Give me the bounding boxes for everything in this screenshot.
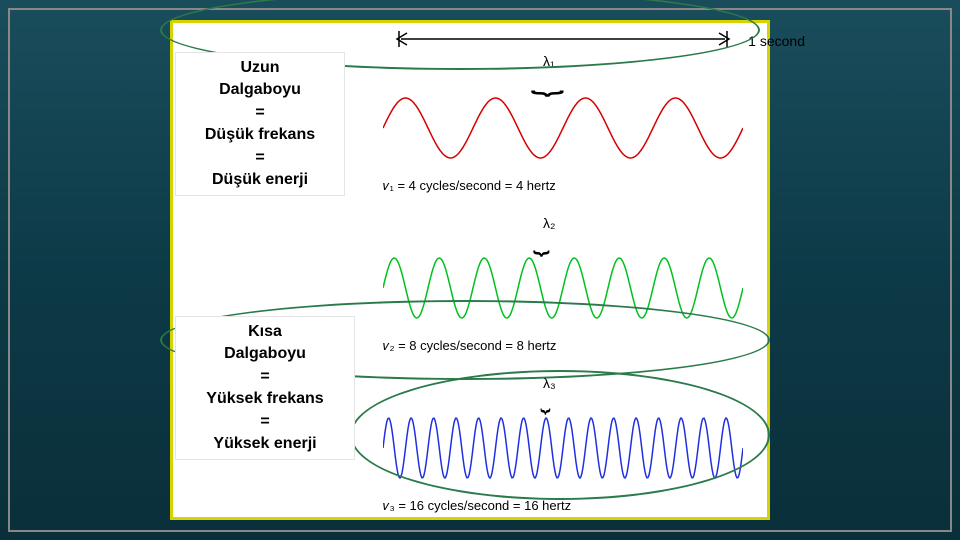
short-wave-label: Kısa Dalgaboyu = Yüksek frekans = Yüksek… [175, 316, 355, 460]
lambda-2-brace: ⏟ [533, 223, 550, 256]
scale-arrow [393, 29, 733, 49]
lw-line1: Uzun [240, 59, 279, 76]
long-wave-label: Uzun Dalgaboyu = Düşük frekans = Düşük e… [175, 52, 345, 196]
freq-3-label: 𝜈₃ = 16 cycles/second = 16 hertz [383, 498, 571, 514]
sw-line4: Yüksek enerji [213, 435, 316, 452]
freq-1-label: 𝜈₁ = 4 cycles/second = 4 hertz [383, 178, 556, 194]
lw-line2: Dalgaboyu [219, 81, 301, 98]
sw-line2: Dalgaboyu [224, 345, 306, 362]
lambda-1-brace: ⏟ [531, 63, 565, 96]
lw-line4: Düşük enerji [212, 171, 308, 188]
time-scale: 1 second [393, 29, 733, 49]
sw-line3: Yüksek frekans [206, 390, 323, 407]
sw-eq2: = [260, 413, 269, 430]
lw-eq1: = [255, 104, 264, 121]
lw-line3: Düşük frekans [205, 126, 315, 143]
lambda-3-brace: ⏟ [540, 381, 550, 414]
freq-2-label: 𝜈₂ = 8 cycles/second = 8 hertz [383, 338, 556, 354]
scale-label: 1 second [748, 33, 805, 49]
wave-3 [383, 413, 743, 483]
sw-eq1: = [260, 368, 269, 385]
lw-eq2: = [255, 149, 264, 166]
sw-line1: Kısa [248, 323, 282, 340]
wave-1 [383, 93, 743, 163]
wave-2 [383, 253, 743, 323]
